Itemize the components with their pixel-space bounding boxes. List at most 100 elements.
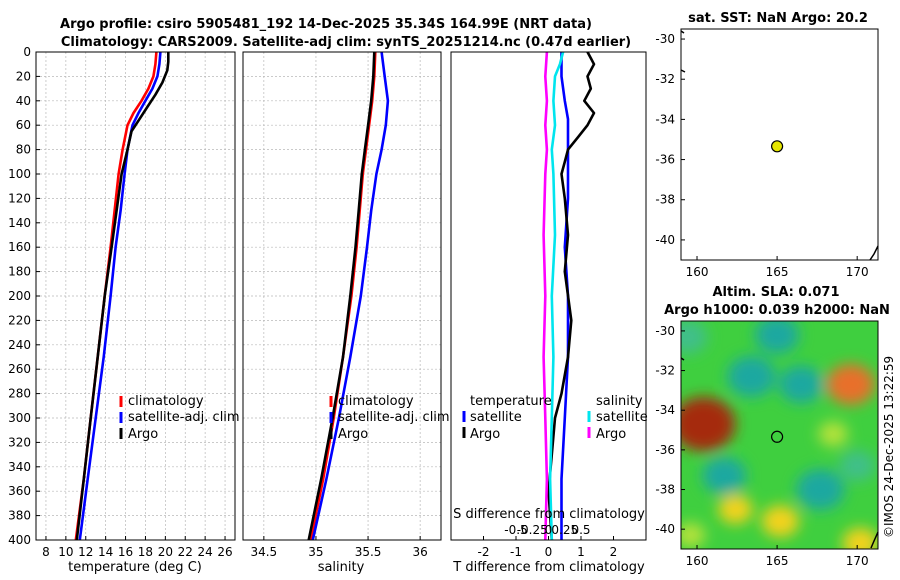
sla-blob-2 xyxy=(727,356,776,397)
p-sal-line-satellite-adj-clim xyxy=(311,51,390,541)
sal-legend-argo-label: Argo xyxy=(338,427,368,442)
sdiff-tick-label-1: -0.25 xyxy=(517,523,548,537)
sla-blob-1 xyxy=(826,364,875,405)
diff-xtick-label-2: 0 xyxy=(545,545,553,559)
legend-satellite-label: satellite-adj. clim xyxy=(128,410,240,425)
sdiff-tick-label-2: 0 xyxy=(545,523,553,537)
t-difference-x-ticks: -2 -1 0 1 2 xyxy=(478,536,618,559)
diff-xtick-label-4: 2 xyxy=(610,545,618,559)
depth-ytick-label-8: 160 xyxy=(8,240,31,254)
depth-ytick-label-14: 280 xyxy=(8,387,31,401)
sla-map-title-line1: Altim. SLA: 0.071 xyxy=(713,285,840,300)
p-sst-ytick-label-0: -30 xyxy=(655,32,675,46)
p-sal-xtick-label-3: 36 xyxy=(413,545,428,559)
t-difference-xlabel: T difference from climatology xyxy=(452,560,645,575)
sla-coast-fragment-left xyxy=(680,357,685,361)
p-sst-ytick-label-4: -38 xyxy=(655,193,675,207)
diff-line-t-argo xyxy=(547,51,596,541)
p-sal-xtick-label-0: 34.5 xyxy=(250,545,277,559)
sla-blob-13 xyxy=(818,421,848,447)
p-sal-xtick-label-2: 35.5 xyxy=(355,545,382,559)
p-sst-argo-location-marker xyxy=(770,140,784,153)
depth-ytick-label-5: 100 xyxy=(8,167,31,181)
p-sla-ytick-label-3: -36 xyxy=(655,443,675,457)
depth-ytick-label-19: 380 xyxy=(8,509,31,523)
depth-y-ticks: 0 20 40 60 80 100 120 140 160 180 200 220 240 260 280 3… xyxy=(8,45,40,547)
p-temp-xtick-label-4: 16 xyxy=(118,545,133,559)
sla-blob-6 xyxy=(796,469,845,510)
temperature-legend: climatology satellite-adj. clim Argo xyxy=(119,394,240,442)
p-sst-ytick-label-5: -40 xyxy=(655,233,675,247)
depth-ytick-label-2: 40 xyxy=(16,94,31,108)
p-sst-ytick-label-1: -32 xyxy=(655,72,675,86)
depth-ytick-label-1: 20 xyxy=(16,69,31,83)
depth-ytick-label-4: 80 xyxy=(16,143,31,157)
difference-lines xyxy=(542,51,596,541)
sla-blob-3 xyxy=(779,365,824,404)
sdiff-tick-label-4: 0.5 xyxy=(571,523,590,537)
depth-ytick-label-13: 260 xyxy=(8,362,31,376)
depth-ytick-label-0: 0 xyxy=(23,45,31,59)
legend-climatology-label: climatology xyxy=(128,394,204,409)
sst-map-panel: sat. SST: NaN Argo: 20.2 160 165 170 -30 -32… xyxy=(655,11,879,279)
legend-s-argo-label: Argo xyxy=(596,427,626,442)
diff-line-t-satellite xyxy=(560,52,570,540)
p-temp-line-satellite-adj-clim xyxy=(78,51,162,541)
legend-t-title: temperature xyxy=(470,394,552,409)
p-temp-xtick-label-9: 26 xyxy=(217,545,232,559)
p-sst-xtick-label-1: 165 xyxy=(766,265,789,279)
sla-blob-5 xyxy=(702,456,747,495)
difference-legend-t: temperature satellite Argo xyxy=(462,394,552,442)
p-sla-ytick-label-4: -38 xyxy=(655,483,675,497)
diff-xtick-label-1: -1 xyxy=(510,545,522,559)
sdiff-tick-label-3: 0.25 xyxy=(551,523,578,537)
difference-axes-bg xyxy=(451,52,646,540)
salinity-xlabel: salinity xyxy=(318,560,365,575)
diff-line-s-argo xyxy=(542,51,549,541)
p-temp-xtick-label-5: 18 xyxy=(138,545,153,559)
p-sla-argo-location-marker xyxy=(770,430,784,443)
sla-map-panel: Altim. SLA: 0.071 Argo h1000: 0.039 h200… xyxy=(655,285,889,568)
figure-title-line1: Argo profile: csiro 5905481_192 14-Dec-2… xyxy=(60,17,592,32)
depth-ytick-label-3: 60 xyxy=(16,118,31,132)
sla-coast-fragment-right xyxy=(870,531,879,549)
p-sla-ytick-label-2: -34 xyxy=(655,403,675,417)
difference-legend-s: salinity satellite Argo xyxy=(587,394,648,442)
depth-ytick-label-7: 140 xyxy=(8,216,31,230)
sst-map-ticks: 160 165 170 -30 -32 -34 -36 -38 -40 xyxy=(655,32,868,279)
p-temp-line-argo xyxy=(75,52,170,541)
sla-heatmap-blobs xyxy=(681,321,878,549)
legend-t-satellite-label: satellite xyxy=(470,410,522,425)
depth-ytick-label-17: 340 xyxy=(8,460,31,474)
legend-s-satellite-label: satellite xyxy=(596,410,648,425)
diff-line-s-satellite xyxy=(548,51,565,541)
difference-panel: -2 -1 0 1 2 -0.5-0.250 0.250.5 S difference f… xyxy=(450,51,648,575)
sla-map-marks xyxy=(770,430,784,443)
p-temp-xtick-label-3: 14 xyxy=(98,545,113,559)
temperature-panel: 8 10 12 14 16 18 20 22 24 26 0 20 40 60 80 100 120 140 16… xyxy=(8,45,240,575)
salinity-grid xyxy=(243,51,441,541)
sla-blob-8 xyxy=(718,494,753,524)
sst-map-title: sat. SST: NaN Argo: 20.2 xyxy=(688,11,868,26)
temperature-x-ticks: 8 10 12 14 16 18 20 22 24 26 xyxy=(42,536,233,559)
salinity-x-ticks: 34.5 35 35.5 36 xyxy=(250,536,428,559)
depth-ytick-label-9: 180 xyxy=(8,265,31,279)
depth-ytick-label-11: 220 xyxy=(8,313,31,327)
sla-map-axes-box xyxy=(680,320,879,550)
depth-ytick-label-16: 320 xyxy=(8,435,31,449)
temperature-lines xyxy=(74,51,170,541)
depth-ytick-label-10: 200 xyxy=(8,289,31,303)
diff-xtick-label-0: -2 xyxy=(478,545,490,559)
sla-blob-11 xyxy=(681,321,708,354)
sla-blob-0 xyxy=(681,396,736,452)
temperature-grid xyxy=(36,51,235,541)
temperature-xlabel: temperature (deg C) xyxy=(68,560,202,575)
sla-map-ticks: 160 165 170 -30 -32 -34 -36 -38 -40 xyxy=(655,324,868,568)
s-difference-label: S difference from climatology xyxy=(453,507,645,522)
p-sla-xtick-label-1: 165 xyxy=(766,554,789,568)
legend-t-argo-label: Argo xyxy=(470,427,500,442)
depth-ytick-label-15: 300 xyxy=(8,411,31,425)
sla-map-title-line2: Argo h1000: 0.039 h2000: NaN xyxy=(664,303,890,318)
sla-blob-9 xyxy=(681,522,706,548)
